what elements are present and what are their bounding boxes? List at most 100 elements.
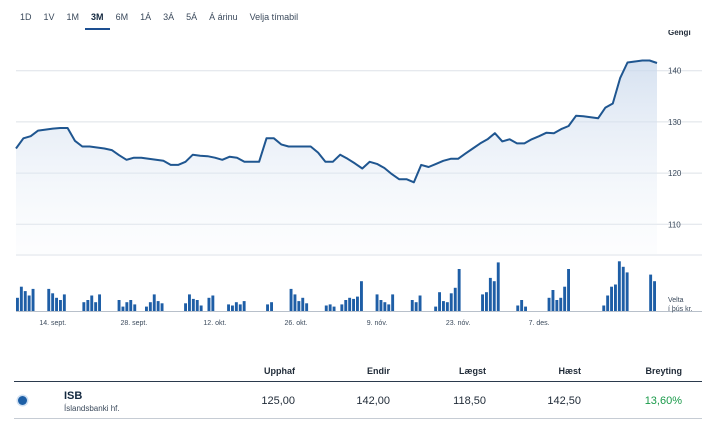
- volume-bar: [614, 284, 617, 311]
- volume-bar: [559, 297, 563, 312]
- open-value: 125,00: [261, 395, 295, 407]
- volume-bar: [438, 292, 441, 311]
- volume-bar: [16, 297, 19, 312]
- volume-bar: [442, 301, 445, 311]
- volume-bar: [625, 272, 629, 311]
- volume-bar: [188, 294, 191, 311]
- volume-bar: [90, 295, 94, 311]
- volume-bar: [59, 300, 62, 311]
- volume-bar: [227, 304, 230, 311]
- volume-bar: [449, 293, 453, 311]
- volume-bar: [383, 302, 387, 311]
- volume-bar: [653, 281, 656, 311]
- volume-bar: [121, 306, 125, 311]
- x-tick-label: 12. okt.: [203, 320, 226, 327]
- table-row[interactable]: ISB Íslandsbanki hf. 125,00 142,00 118,5…: [14, 382, 702, 419]
- volume-bar: [340, 304, 344, 311]
- header-high: Hæst: [558, 366, 581, 376]
- volume-bar: [410, 300, 414, 311]
- volume-bar: [98, 294, 101, 311]
- volume-bar: [289, 288, 293, 311]
- close-value: 142,00: [356, 395, 390, 407]
- volume-bar: [348, 297, 352, 312]
- header-close: Endir: [366, 366, 390, 376]
- volume-bar: [184, 303, 187, 311]
- volume-bar: [211, 295, 215, 311]
- volume-bar: [27, 295, 31, 311]
- range-tab-6[interactable]: 3Á: [163, 12, 175, 22]
- volume-bar: [379, 300, 383, 311]
- range-tab-7[interactable]: 5Á: [186, 12, 198, 22]
- volume-bar: [356, 296, 359, 311]
- price-chart: 110 120 130 140 Gengi Velta í þús kr. 14. sept.…: [0, 30, 713, 332]
- low-value: 118,50: [453, 395, 486, 407]
- change-value: 13,60%: [644, 395, 682, 407]
- range-tab-8[interactable]: Á árinu: [209, 12, 238, 22]
- y-tick-label: 130: [668, 118, 682, 127]
- range-tab-5[interactable]: 1Á: [140, 12, 152, 22]
- volume-bar: [133, 304, 137, 311]
- range-tab-9[interactable]: Velja tímabil: [249, 12, 299, 22]
- volume-bar: [375, 294, 379, 311]
- x-tick-label: 14. sept.: [39, 320, 66, 327]
- volume-bar: [621, 266, 625, 311]
- price-axis-label: Gengi: [668, 30, 691, 37]
- volume-axis-label: Velta: [668, 297, 684, 304]
- volume-bar: [602, 305, 606, 311]
- volume-bar: [610, 286, 613, 311]
- range-tab-0[interactable]: 1D: [20, 12, 32, 22]
- volume-axis-label: í þús kr.: [668, 306, 693, 313]
- x-tick-label: 23. nóv.: [446, 320, 470, 327]
- volume-bar: [62, 294, 66, 311]
- volume-bar: [520, 300, 524, 311]
- volume-bar: [270, 302, 273, 311]
- volume-bar: [555, 300, 559, 311]
- range-tab-3[interactable]: 3M: [85, 8, 110, 30]
- header-open: Upphaf: [264, 366, 295, 376]
- y-tick-label: 140: [668, 67, 682, 76]
- volume-bar: [414, 302, 418, 311]
- volume-bar: [55, 297, 58, 312]
- price-chart-svg: 110 120 130 140 Gengi Velta í þús kr. 14. sept.…: [15, 30, 702, 327]
- volume-bar: [152, 294, 156, 311]
- y-tick-label: 120: [668, 169, 682, 178]
- volume-bar: [191, 298, 195, 311]
- volume-bar: [496, 262, 500, 311]
- price-area: [16, 60, 657, 255]
- volume-bar: [234, 302, 238, 311]
- volume-bar: [148, 302, 152, 311]
- y-tick-label: 110: [668, 220, 681, 229]
- x-tick-label: 26. okt.: [285, 320, 308, 327]
- range-tab-2[interactable]: 1M: [66, 12, 80, 22]
- company-name: Íslandsbanki hf.: [64, 404, 120, 413]
- volume-bar: [207, 297, 211, 312]
- volume-bar: [453, 287, 457, 311]
- volume-bar: [547, 297, 551, 312]
- volume-bar: [563, 286, 567, 311]
- volume-bar: [418, 295, 422, 311]
- volume-bar: [19, 286, 23, 311]
- volume-bar: [231, 305, 234, 311]
- volume-bar: [516, 305, 520, 311]
- volume-bar: [445, 302, 449, 311]
- volume-bar: [47, 288, 51, 311]
- volume-bar: [488, 277, 492, 311]
- volume-bar: [485, 292, 488, 311]
- ticker-symbol[interactable]: ISB: [64, 390, 83, 402]
- high-value: 142,50: [547, 395, 581, 407]
- volume-bar: [156, 301, 160, 311]
- table-header: Upphaf Endir Lægst Hæst Breyting: [14, 362, 702, 382]
- quote-table: Upphaf Endir Lægst Hæst Breyting ISB Ísl…: [14, 362, 702, 419]
- volume-bar: [567, 269, 570, 311]
- volume-bar: [145, 306, 148, 311]
- volume-bar: [434, 306, 438, 311]
- volume-bar: [195, 300, 199, 311]
- range-tab-1[interactable]: 1V: [43, 12, 55, 22]
- volume-bar: [332, 306, 336, 311]
- volume-bar: [649, 274, 653, 311]
- price-line: [15, 59, 658, 184]
- volume-bar: [301, 297, 305, 312]
- range-tab-4[interactable]: 6M: [115, 12, 129, 22]
- volume-bar: [293, 294, 297, 311]
- series-marker: [18, 396, 27, 405]
